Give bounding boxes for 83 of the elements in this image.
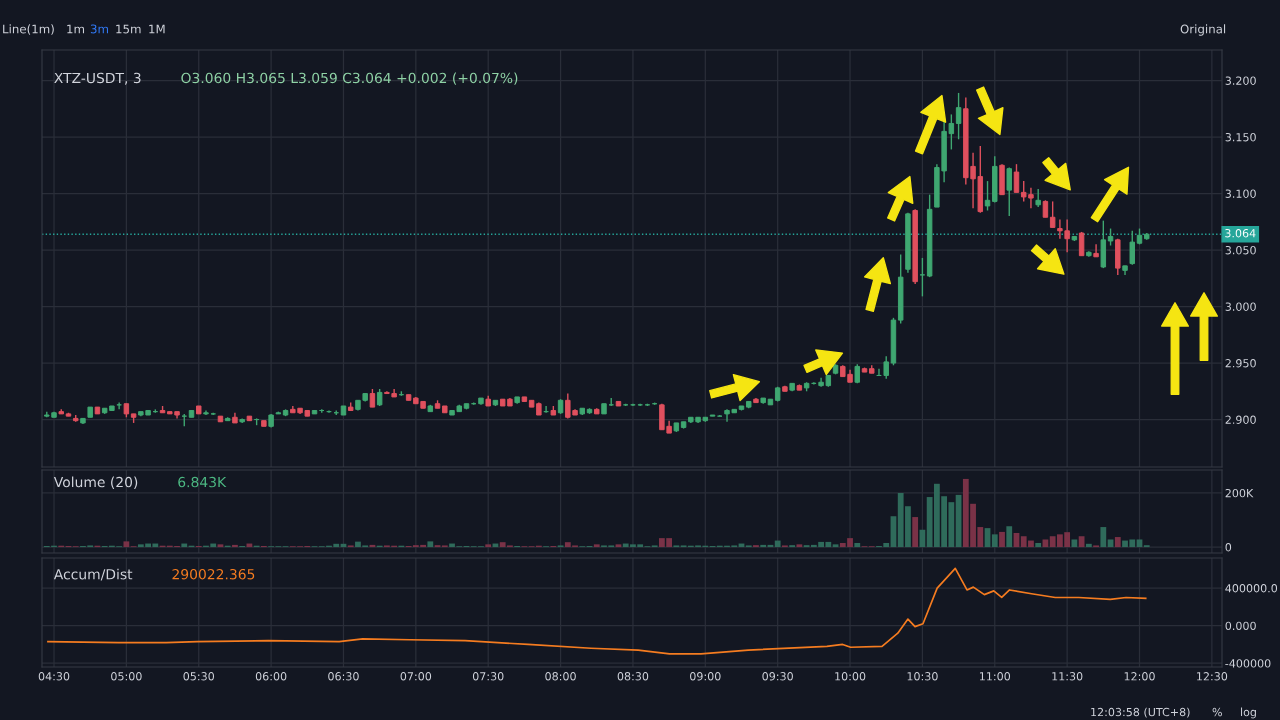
bar: [1078, 536, 1085, 548]
bar: [217, 544, 224, 548]
candlestick: [883, 355, 889, 380]
bar: [1042, 539, 1049, 548]
x-tick-label: 05:30: [183, 672, 215, 681]
bar: [1136, 539, 1143, 548]
annotation: 290022.365: [172, 568, 255, 580]
x-tick-label: 10:30: [907, 672, 938, 681]
y-tick-label: 2.900: [1225, 415, 1256, 424]
candlestick: [369, 388, 376, 408]
candlestick: [1129, 230, 1135, 266]
candlestick: [1049, 200, 1056, 229]
bar: [485, 544, 492, 548]
candlestick: [984, 180, 991, 212]
text: Accum/Dist: [53, 568, 133, 581]
annotation: O3.060 H3.065 L3.059 C3.064 +0.002 (+0.07%): [181, 72, 518, 85]
annotation: 6.843K: [178, 476, 227, 488]
x-tick-label: 05:00: [111, 672, 142, 681]
bar: [1100, 527, 1107, 548]
y-tick-label: -400000: [1225, 659, 1271, 668]
text: XTZ-USDT, 3: [54, 72, 141, 85]
candlestick: [1035, 188, 1041, 208]
text: 1M: [149, 24, 165, 34]
x-tick-label: 12:30: [1197, 672, 1228, 681]
bar: [1071, 539, 1078, 548]
bar: [232, 544, 238, 548]
y-tick-label: 3.000: [1225, 302, 1256, 311]
bar: [615, 544, 622, 548]
y-tick-label: 2.950: [1225, 359, 1256, 368]
x-tick-label: 09:00: [690, 672, 721, 681]
bar: [427, 541, 434, 548]
bar: [181, 543, 188, 548]
bar: [760, 544, 767, 548]
bar: [832, 544, 839, 548]
x-tick-label: 11:00: [979, 672, 1011, 681]
bar: [796, 544, 803, 548]
y-tick-label: 3.050: [1225, 246, 1256, 255]
y-tick-label: 3.100: [1225, 189, 1256, 198]
x-tick-label: 04:30: [38, 672, 70, 681]
bar: [991, 534, 998, 548]
text: Original: [1180, 24, 1226, 36]
text: 15m: [116, 24, 141, 34]
x-tick-label: 06:30: [328, 672, 359, 681]
candlestick: [955, 92, 962, 140]
bar: [854, 543, 861, 548]
x-tick-label: 11:30: [1052, 672, 1083, 681]
line-series: [47, 567, 1147, 655]
x-tick-label: 07:00: [400, 672, 432, 681]
candlestick: [1093, 243, 1099, 258]
x-tick-label: 09:30: [762, 672, 793, 681]
x-tick-label: 08:30: [617, 672, 649, 681]
text: %: [1212, 707, 1222, 717]
bar: [1085, 543, 1092, 548]
text: 3m: [90, 24, 109, 34]
ref-line-label: 3.064: [1225, 229, 1256, 238]
y-tick-label: 3.200: [1225, 76, 1256, 85]
bar: [123, 541, 130, 548]
bar: [1006, 526, 1013, 548]
chart-title: Volume (20): [53, 476, 138, 489]
text: 1m: [67, 24, 85, 34]
x-tick-label: 08:00: [545, 672, 576, 681]
y-tick-label: 0.000: [1225, 621, 1256, 631]
y-tick-label: 200K: [1225, 488, 1254, 498]
bar: [774, 540, 781, 548]
text: log: [1241, 707, 1256, 719]
bar: [999, 531, 1005, 548]
x-tick-label: 07:30: [472, 672, 504, 681]
bar: [593, 544, 600, 548]
candlestick: [919, 257, 926, 298]
candlestick: [1013, 163, 1020, 194]
bar: [1035, 543, 1042, 548]
bar: [912, 517, 919, 548]
text: Line(1m): [3, 24, 54, 35]
x-tick-label: 12:00: [1124, 672, 1155, 681]
text: 12:03:58 (UTC+8): [1091, 707, 1190, 718]
bar: [1114, 537, 1121, 548]
y-tick-label: 0: [1225, 543, 1232, 552]
y-tick-label: 3.150: [1225, 132, 1256, 142]
y-tick-label: 400000.0: [1225, 584, 1278, 593]
x-tick-label: 06:00: [255, 672, 287, 681]
bar: [1107, 539, 1114, 548]
candlestick: [1006, 166, 1012, 217]
x-tick-label: 10:00: [835, 672, 866, 681]
